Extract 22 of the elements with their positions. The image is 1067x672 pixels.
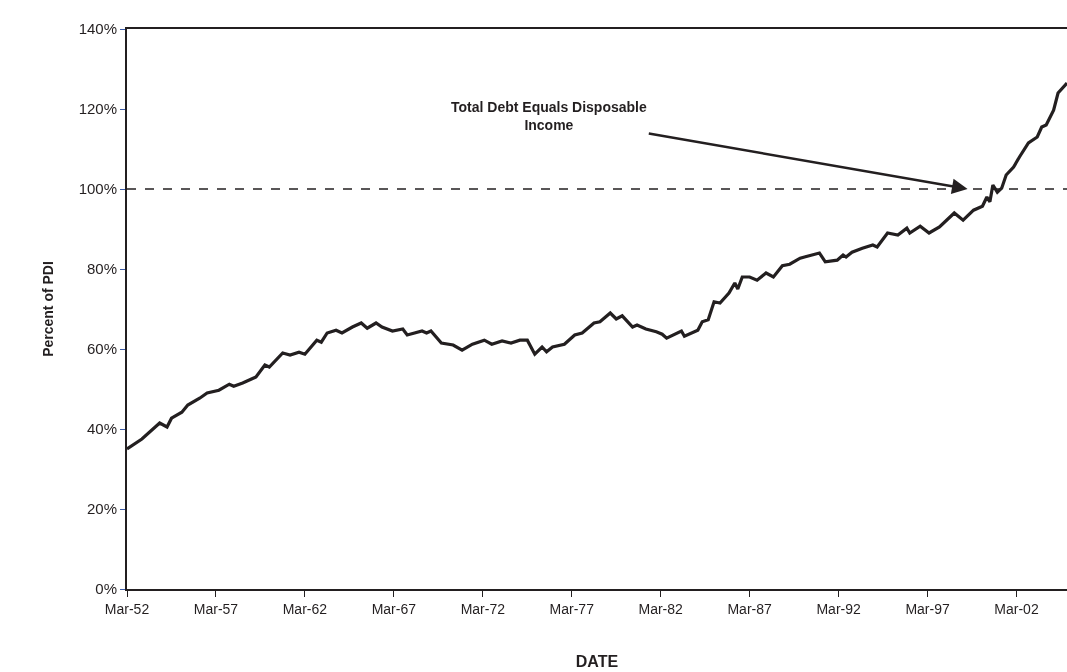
x-tick-label: Mar-92 (816, 600, 861, 617)
x-tick-label: Mar-82 (638, 600, 684, 617)
y-tick-label: 40% (86, 420, 117, 438)
x-tick-label: Mar-57 (193, 600, 239, 617)
y-tick-label: 60% (86, 340, 117, 358)
x-tick-label: Mar-02 (994, 600, 1039, 617)
x-tick-label: Mar-87 (727, 600, 772, 617)
x-tick-label: Mar-97 (905, 600, 950, 617)
x-tick-label: Mar-77 (549, 600, 595, 617)
annotation: Total Debt Equals Disposable Income (451, 99, 647, 134)
y-tick-label: 0% (95, 580, 117, 598)
x-axis-title: DATE (575, 653, 619, 670)
y-tick-label: 80% (86, 260, 117, 278)
x-tick-label: Mar-67 (371, 600, 417, 617)
x-tick-label: Mar-62 (282, 600, 328, 617)
x-tick-label: Mar-72 (460, 600, 506, 617)
y-tick-label: 140% (78, 20, 117, 38)
y-tick-label: 100% (78, 180, 117, 198)
x-tick-label: Mar-52 (104, 600, 150, 617)
y-axis-title: Percent of PDI (39, 261, 56, 357)
y-tick-label: 120% (78, 100, 117, 118)
y-tick-label: 20% (86, 500, 117, 518)
